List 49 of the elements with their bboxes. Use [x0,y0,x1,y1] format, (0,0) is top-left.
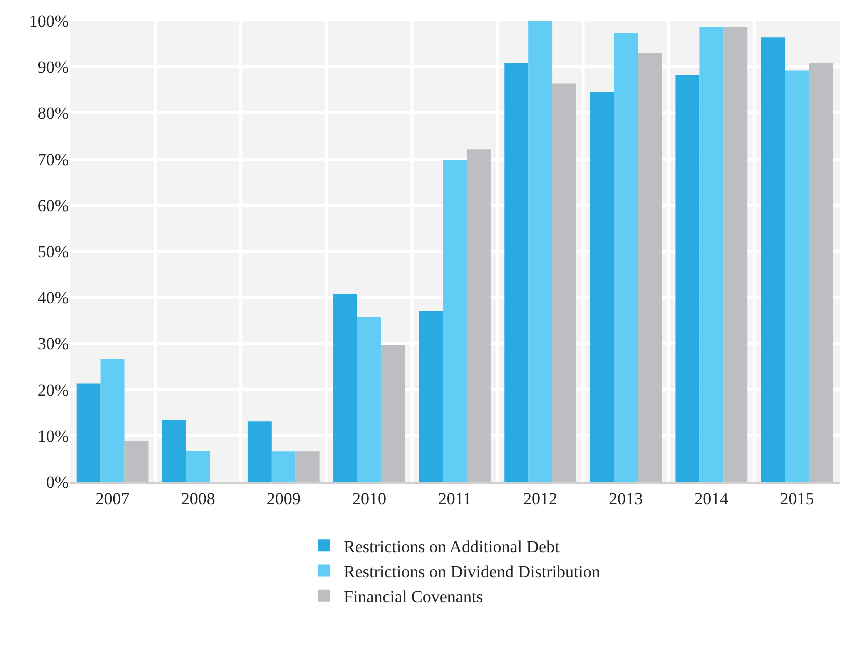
bar [700,27,724,482]
bar [614,33,638,482]
x-tick-label: 2008 [181,489,216,508]
x-tick-label: 2011 [438,489,472,508]
bar [186,451,210,482]
y-tick-label: 40% [38,288,69,308]
bar [809,62,834,482]
bar [785,70,810,482]
bar [76,384,101,482]
bar [504,62,529,482]
bar [552,84,576,482]
bar [248,422,272,482]
bar [100,359,125,482]
y-tick-label: 0% [46,472,69,492]
x-tick-label: 2012 [524,489,558,508]
y-tick-label: 100% [29,12,69,31]
x-tick-label: 2010 [352,489,386,508]
bar [638,53,662,482]
legend-label: Financial Covenants [344,587,484,606]
y-tick-label: 70% [38,150,69,170]
bar [443,160,467,482]
x-tick-label: 2009 [266,489,301,508]
bar [761,38,786,482]
bar [381,345,406,482]
x-tick-label: 2014 [694,489,730,508]
y-tick-label: 30% [38,334,69,354]
bar [528,21,553,482]
bar [357,316,382,482]
legend-label: Restrictions on Additional Debt [344,537,560,556]
y-tick-label: 60% [38,196,69,216]
bar [124,440,149,482]
x-tick-label: 2013 [609,489,644,508]
bar [334,294,358,482]
bar [676,74,700,482]
bar [162,420,186,482]
y-tick-label: 80% [38,104,69,124]
bar [296,452,320,482]
x-tick-label: 2007 [96,489,130,508]
y-tick-label: 10% [38,426,69,446]
bar [272,452,296,482]
bar [466,150,491,482]
y-tick-label: 50% [38,242,69,262]
bar [724,27,748,482]
legend-label: Restrictions on Dividend Distribution [344,562,601,582]
y-tick-label: 90% [38,58,69,78]
y-tick-label: 20% [38,380,69,400]
bar [419,310,444,482]
x-tick-label: 2015 [780,489,814,508]
bar [590,92,614,482]
